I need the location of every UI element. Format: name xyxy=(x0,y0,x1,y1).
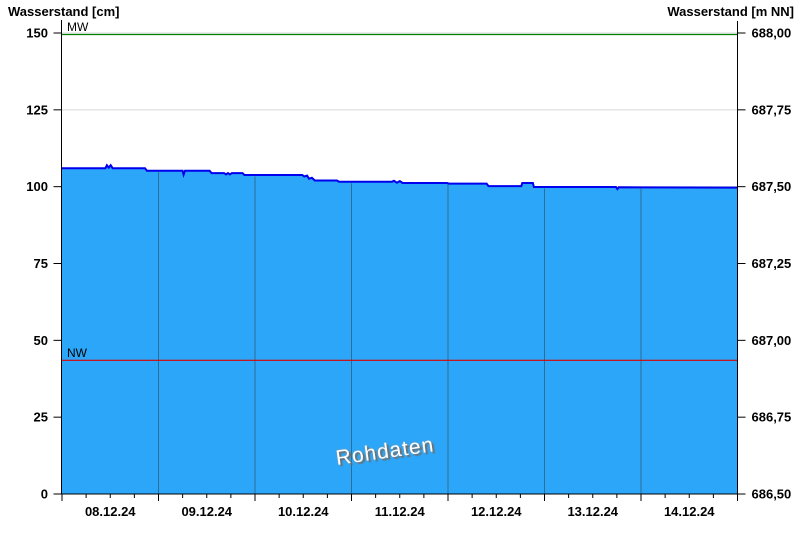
nw-threshold-label: NW xyxy=(67,346,87,360)
right-tick-label: 686,50 xyxy=(752,487,792,502)
left-tick-label: 100 xyxy=(26,179,48,194)
left-axis-title: Wasserstand [cm] xyxy=(8,4,120,19)
right-axis-title: Wasserstand [m NN] xyxy=(667,4,794,19)
left-tick-label: 50 xyxy=(34,333,48,348)
left-tick-label: 25 xyxy=(34,410,48,425)
mw-threshold-label: MW xyxy=(67,20,89,34)
x-date-label: 10.12.24 xyxy=(278,504,329,519)
right-tick-label: 687,00 xyxy=(752,333,792,348)
left-tick-label: 75 xyxy=(34,256,48,271)
right-tick-label: 688,00 xyxy=(752,26,792,41)
right-tick-label: 687,75 xyxy=(752,102,792,117)
x-date-label: 14.12.24 xyxy=(664,504,715,519)
x-date-label: 12.12.24 xyxy=(471,504,522,519)
x-date-label: 08.12.24 xyxy=(85,504,136,519)
right-tick-label: 687,50 xyxy=(752,179,792,194)
right-tick-label: 687,25 xyxy=(752,256,792,271)
right-tick-label: 686,75 xyxy=(752,410,792,425)
left-tick-label: 125 xyxy=(26,102,48,117)
water-level-area xyxy=(62,165,738,494)
x-date-label: 09.12.24 xyxy=(181,504,232,519)
left-tick-label: 0 xyxy=(41,487,48,502)
x-date-label: 11.12.24 xyxy=(375,504,426,519)
left-tick-label: 150 xyxy=(26,26,48,41)
water-level-line xyxy=(62,163,738,191)
x-date-label: 13.12.24 xyxy=(567,504,618,519)
